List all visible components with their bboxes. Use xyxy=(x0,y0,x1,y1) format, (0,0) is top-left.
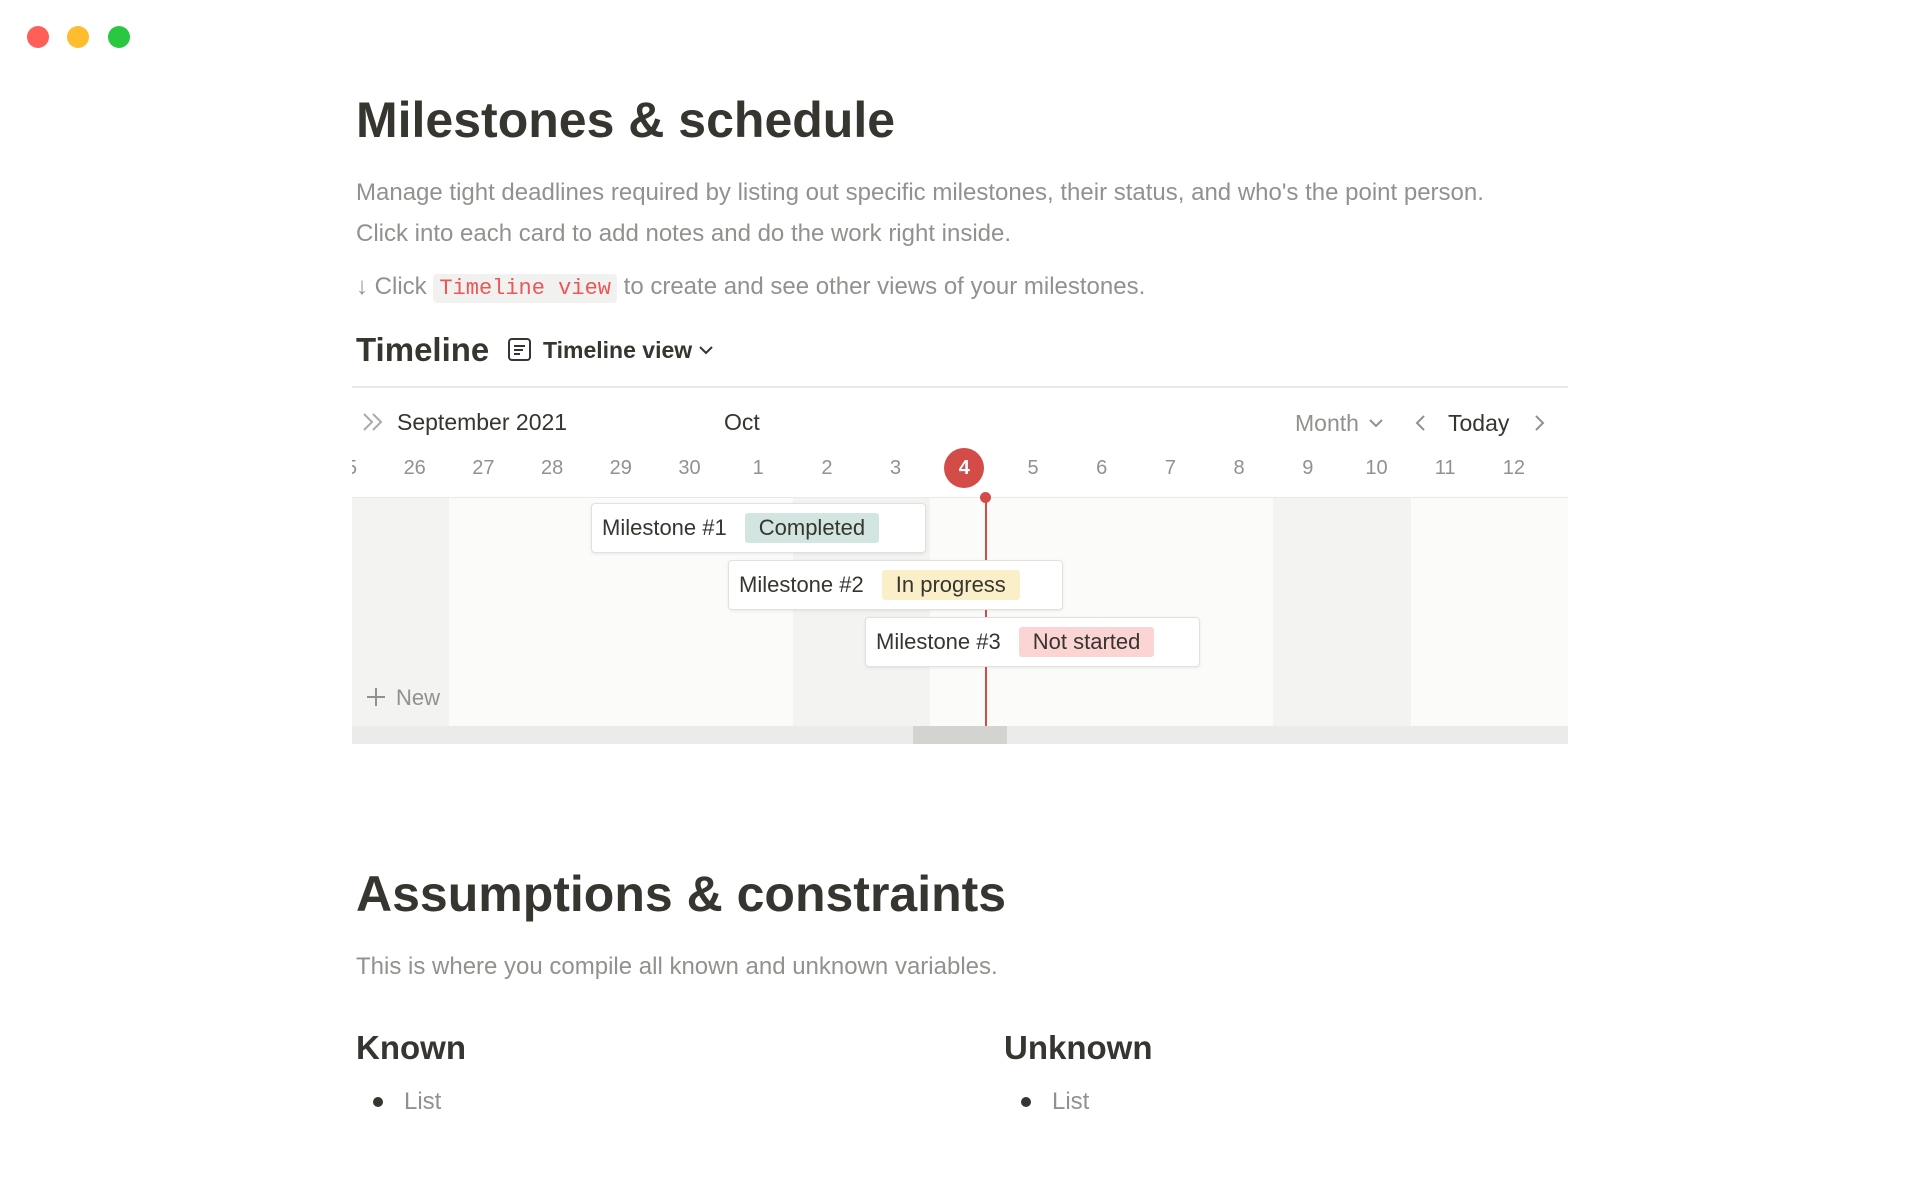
divider xyxy=(352,386,1568,388)
status-tag: Completed xyxy=(744,513,880,543)
next-month-label: Oct xyxy=(724,409,760,435)
new-button[interactable]: New xyxy=(364,682,440,714)
milestone-card[interactable]: Milestone #2 In progress xyxy=(728,560,1063,610)
today-button[interactable]: Today xyxy=(1448,410,1510,436)
page-title: Milestones & schedule xyxy=(356,92,896,148)
collapse-button[interactable] xyxy=(360,410,388,434)
day-label: 29 xyxy=(609,457,632,479)
bullet xyxy=(373,1097,383,1107)
day-label: 6 xyxy=(1096,457,1108,479)
day-label: 10 xyxy=(1365,457,1388,479)
hint-prefix: ↓ Click xyxy=(356,273,427,300)
day-label: 3 xyxy=(890,457,902,479)
row-divider xyxy=(352,497,1568,498)
day-label: 25 xyxy=(352,454,376,482)
today-line xyxy=(985,498,987,726)
section-title: Assumptions & constraints xyxy=(356,866,1007,922)
day-label: 9 xyxy=(1302,457,1314,479)
new-label: New xyxy=(396,685,441,710)
weekend-column xyxy=(352,498,450,726)
day-label: 1 xyxy=(752,457,764,479)
day-label: 27 xyxy=(472,457,495,479)
page-description: Manage tight deadlines required by listi… xyxy=(356,179,1484,247)
day-label: 4 xyxy=(958,457,970,479)
scrollbar-thumb[interactable] xyxy=(913,726,1007,744)
day-label: 5 xyxy=(1027,457,1039,479)
day-label: 2 xyxy=(821,457,833,479)
status-tag: Not started xyxy=(1018,627,1155,657)
day-label: 8 xyxy=(1233,457,1245,479)
timeline-grid: 252627282930123456789101112Milestone #1C… xyxy=(352,444,1568,744)
hint-code: Timeline view xyxy=(433,274,617,303)
hint: ↓ Click Timeline view to create and see … xyxy=(356,266,1145,309)
timeline-heading: Timeline xyxy=(356,331,490,368)
zoom-button[interactable] xyxy=(108,26,130,48)
section-description: This is where you compile all known and … xyxy=(356,953,998,980)
milestone-card[interactable]: Milestone #1 Completed xyxy=(591,503,926,553)
scale-chevron[interactable] xyxy=(1366,413,1386,433)
status-tag: In progress xyxy=(881,570,1020,600)
day-label: 12 xyxy=(1502,457,1526,479)
day-label: 26 xyxy=(403,457,426,479)
list-item: List xyxy=(404,1088,442,1115)
day-label: 11 xyxy=(1434,457,1456,479)
month-label: September 2021 xyxy=(397,409,568,435)
milestone-card[interactable]: Milestone #3 Not started xyxy=(865,617,1200,667)
today-circle xyxy=(944,448,985,488)
milestone-name: Milestone #2 xyxy=(739,572,864,597)
bullet xyxy=(1021,1097,1031,1107)
today-dot xyxy=(980,492,992,503)
weekend-column xyxy=(1273,498,1411,726)
view-selector[interactable]: Timeline view xyxy=(543,337,693,363)
prev-button[interactable] xyxy=(1410,412,1432,434)
day-label: 7 xyxy=(1164,457,1176,479)
close-button[interactable] xyxy=(27,26,49,48)
window-controls xyxy=(27,26,130,48)
day-label: 28 xyxy=(540,457,564,479)
column-heading: Unknown xyxy=(1004,1029,1153,1066)
hint-suffix: to create and see other views of your mi… xyxy=(623,273,1146,300)
view-chevron[interactable] xyxy=(696,340,716,360)
list-item: List xyxy=(1052,1088,1090,1115)
milestone-name: Milestone #1 xyxy=(602,515,727,540)
plus-icon xyxy=(367,688,385,706)
minimize-button[interactable] xyxy=(67,26,89,48)
day-label: 30 xyxy=(678,457,701,479)
column-heading: Known xyxy=(356,1029,466,1066)
milestone-name: Milestone #3 xyxy=(876,629,1001,654)
scale-selector[interactable]: Month xyxy=(1295,410,1359,436)
view-icon xyxy=(508,338,531,361)
next-button[interactable] xyxy=(1528,412,1550,434)
